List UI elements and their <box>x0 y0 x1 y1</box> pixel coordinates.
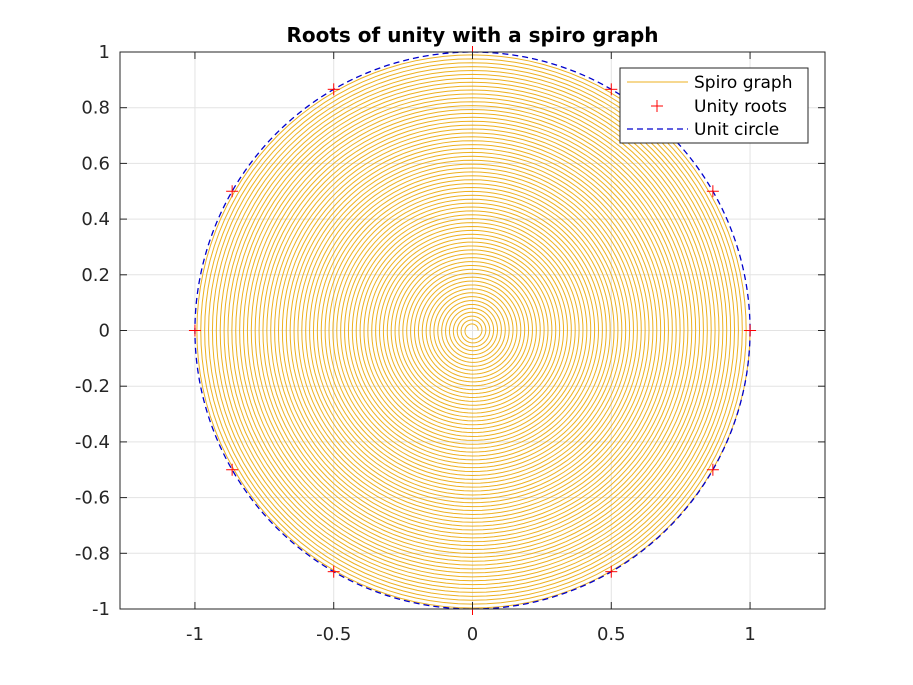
legend-label-spiro-graph: Spiro graph <box>694 73 793 93</box>
unity-root-marker <box>188 324 201 337</box>
unity-root-marker <box>605 83 618 96</box>
y-tick-label: 0 <box>99 321 110 342</box>
plot-area <box>188 46 757 615</box>
y-tick-label: 0.4 <box>81 209 110 230</box>
legend-swatch-unity-roots <box>651 100 663 112</box>
legend-label-unit-circle: Unit circle <box>694 120 779 140</box>
y-tick-label: -0.8 <box>75 543 110 564</box>
x-tick-label: 0.5 <box>597 624 626 645</box>
unity-root-marker <box>706 185 719 198</box>
x-tick-label: 1 <box>744 624 755 645</box>
y-tick-label: 1 <box>99 42 110 63</box>
unity-root-marker <box>605 565 618 578</box>
unity-root-marker <box>327 565 340 578</box>
axis-ticks <box>120 51 825 610</box>
unity-root-marker <box>706 463 719 476</box>
chart-title: Roots of unity with a spiro graph <box>286 23 658 47</box>
y-tick-label: 0.6 <box>81 153 110 174</box>
y-tick-label: 0.2 <box>81 265 110 286</box>
legend-label-unity-roots: Unity roots <box>694 97 787 117</box>
unity-root-marker <box>226 185 239 198</box>
x-tick-label: -1 <box>186 624 204 645</box>
y-tick-label: -0.6 <box>75 488 110 509</box>
unity-root-marker <box>327 83 340 96</box>
y-tick-label: -0.2 <box>75 376 110 397</box>
x-tick-label: -0.5 <box>316 624 351 645</box>
legend: Spiro graph Unity roots Unit circle <box>619 67 809 144</box>
spiro-graph-line <box>196 54 751 609</box>
unity-root-marker <box>226 463 239 476</box>
unity-root-marker <box>744 324 757 337</box>
y-tick-label: -0.4 <box>75 432 110 453</box>
y-tick-label: -1 <box>92 599 110 620</box>
y-tick-label: 0.8 <box>81 98 110 119</box>
x-tick-label: 0 <box>467 624 478 645</box>
axis-tick-labels: -1 -0.5 0 0.5 1 -1 -0.8 -0.6 -0.4 -0.2 0 0.2 0.4 0.6 0… <box>75 42 756 645</box>
